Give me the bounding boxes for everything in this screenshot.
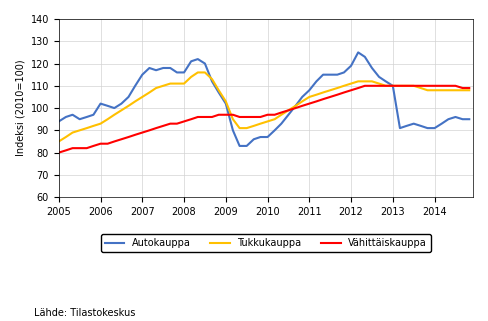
Vähittäiskauppa: [160, 124, 166, 128]
Line: Autokauppa: Autokauppa: [59, 52, 469, 146]
Autokauppa: [188, 59, 194, 63]
Tukkukauppa: [188, 75, 194, 79]
Vähittäiskauppa: [56, 151, 61, 154]
Vähittäiskauppa: [188, 117, 194, 121]
Autokauppa: [355, 50, 361, 54]
Vähittäiskauppa: [174, 122, 180, 126]
Autokauppa: [320, 73, 326, 77]
Tukkukauppa: [56, 140, 61, 143]
Vähittäiskauppa: [313, 100, 319, 103]
Autokauppa: [125, 95, 131, 99]
Vähittäiskauppa: [362, 84, 368, 88]
Autokauppa: [160, 66, 166, 70]
Y-axis label: Indeksi (2010=100): Indeksi (2010=100): [15, 60, 25, 156]
Text: Lähde: Tilastokeskus: Lähde: Tilastokeskus: [34, 308, 136, 318]
Vähittäiskauppa: [195, 115, 201, 119]
Vähittäiskauppa: [125, 135, 131, 139]
Vähittäiskauppa: [467, 86, 472, 90]
Autokauppa: [174, 71, 180, 74]
Tukkukauppa: [174, 82, 180, 85]
Tukkukauppa: [467, 88, 472, 92]
Autokauppa: [467, 117, 472, 121]
Tukkukauppa: [320, 91, 326, 94]
Tukkukauppa: [125, 104, 131, 108]
Line: Vähittäiskauppa: Vähittäiskauppa: [59, 86, 469, 152]
Tukkukauppa: [202, 71, 208, 74]
Autokauppa: [237, 144, 243, 148]
Tukkukauppa: [160, 84, 166, 88]
Autokauppa: [195, 57, 201, 61]
Line: Tukkukauppa: Tukkukauppa: [59, 73, 469, 142]
Autokauppa: [56, 119, 61, 123]
Tukkukauppa: [195, 71, 201, 74]
Legend: Autokauppa, Tukkukauppa, Vähittäiskauppa: Autokauppa, Tukkukauppa, Vähittäiskauppa: [101, 234, 431, 252]
